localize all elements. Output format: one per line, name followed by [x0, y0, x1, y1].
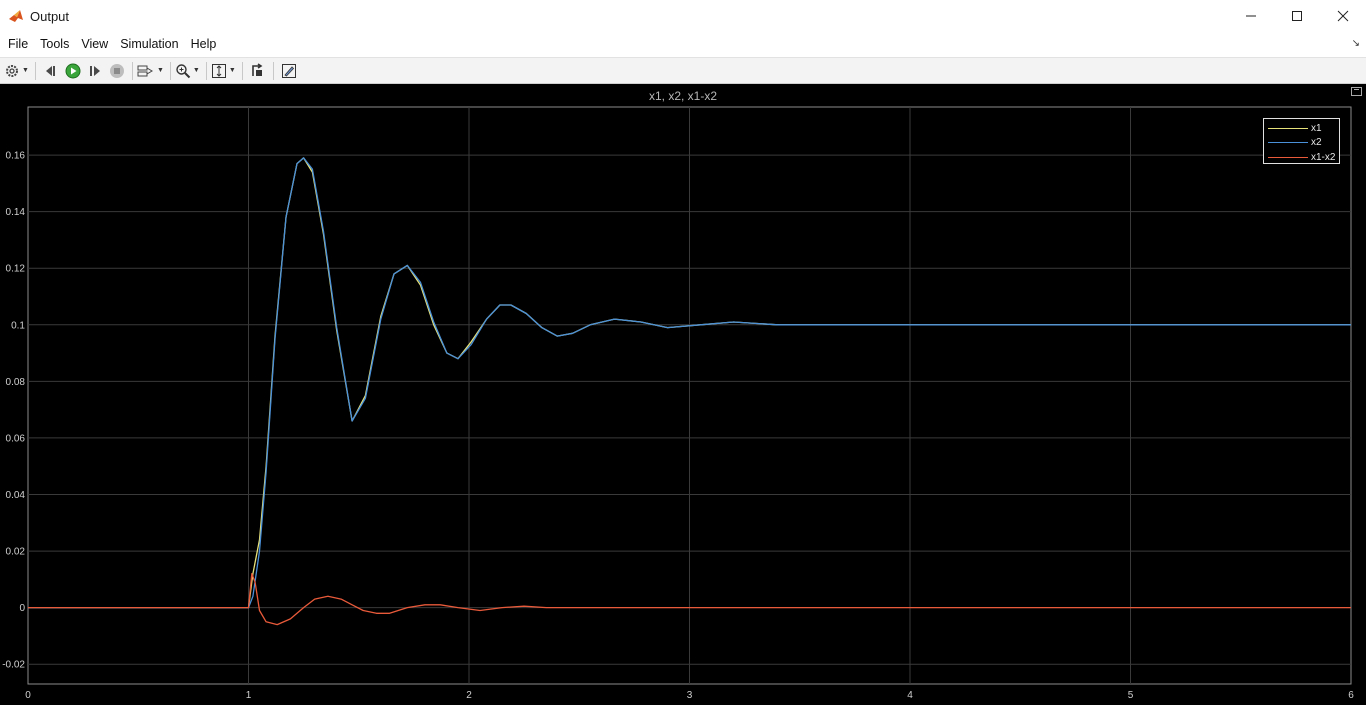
plot-title: x1, x2, x1-x2 — [648, 89, 718, 103]
y-tick-labels: -0.02 0 0.02 0.04 0.06 0.08 0.1 0.12 0.14 0.16 — [2, 151, 25, 671]
toolbar-divider — [131, 61, 133, 80]
close-button[interactable] — [1320, 0, 1366, 32]
menu-tools[interactable]: Tools — [40, 37, 70, 51]
fit-to-view-button[interactable]: ▼ — [211, 60, 238, 82]
legend-swatch-x1-x2 — [1268, 156, 1308, 158]
x-tick-label: 1 — [246, 690, 252, 701]
fit-icon — [211, 63, 226, 78]
x-tick-label: 5 — [1128, 690, 1134, 701]
y-tick-label: 0.12 — [6, 264, 26, 275]
y-tick-label: 0.14 — [6, 207, 26, 218]
zoom-icon — [176, 63, 191, 78]
maximize-button[interactable] — [1274, 0, 1320, 32]
style-icon — [281, 63, 296, 78]
legend-label-x1-x2: x1-x2 — [1311, 151, 1336, 163]
legend-item-x2: x2 — [1264, 136, 1339, 151]
style-button[interactable] — [278, 60, 300, 82]
x-tick-label: 2 — [466, 690, 472, 701]
y-tick-label: 0.02 — [6, 547, 26, 558]
window-title: Output — [30, 8, 70, 24]
toolbar-divider — [241, 61, 243, 80]
y-tick-label: 0.06 — [6, 433, 26, 444]
zoom-button[interactable]: ▼ — [175, 60, 202, 82]
toolbar-divider — [169, 61, 171, 80]
stop-icon — [109, 63, 124, 78]
undock-icon[interactable]: ↘ — [1351, 38, 1360, 49]
x-tick-label: 3 — [687, 690, 693, 701]
series-line-x2 — [28, 157, 1351, 609]
series-line-x1-x2 — [28, 573, 1351, 626]
legend-item-x1-x2: x1-x2 — [1264, 150, 1339, 165]
highlight-block-button[interactable] — [247, 60, 269, 82]
legend[interactable]: x1 x2 x1-x2 — [1263, 118, 1340, 164]
legend-label-x1: x1 — [1311, 122, 1322, 134]
grid-lines — [28, 107, 1351, 684]
series-lines — [28, 157, 1351, 626]
axes-toggle-icon[interactable] — [1351, 87, 1362, 96]
matlab-logo-icon — [9, 10, 23, 22]
x-tick-label: 0 — [25, 690, 31, 701]
title-bar: Output — [0, 0, 1366, 32]
stop-button[interactable] — [106, 60, 128, 82]
toolbar-divider — [272, 61, 274, 80]
run-button[interactable] — [62, 60, 84, 82]
legend-swatch-x1 — [1268, 127, 1308, 129]
x-tick-label: 4 — [907, 690, 913, 701]
legend-label-x2: x2 — [1311, 137, 1322, 149]
toolbar-divider — [34, 61, 36, 80]
gear-icon — [6, 64, 18, 77]
step-back-button[interactable] — [40, 60, 62, 82]
minimize-button[interactable] — [1228, 0, 1274, 32]
maximize-icon — [1292, 11, 1302, 21]
signal-select-icon — [137, 65, 153, 76]
close-icon — [1337, 10, 1349, 22]
y-tick-label: 0.1 — [11, 320, 25, 331]
step-back-icon — [45, 65, 55, 76]
menu-bar: File Tools View Simulation Help ↘ — [0, 32, 1366, 57]
x-tick-labels: 0 1 2 3 4 5 6 — [25, 690, 1354, 701]
menu-file[interactable]: File — [8, 37, 29, 51]
highlight-icon — [251, 62, 263, 76]
menu-view[interactable]: View — [81, 37, 109, 51]
chevron-down-icon: ▼ — [228, 67, 236, 74]
menu-help[interactable]: Help — [190, 37, 217, 51]
run-icon — [65, 63, 81, 78]
step-forward-icon — [89, 65, 100, 76]
y-tick-label: 0.08 — [6, 377, 26, 388]
chevron-down-icon: ▼ — [156, 67, 164, 74]
toolbar: ▼ ▼ ▼ — [0, 57, 1366, 84]
y-tick-label: 0.16 — [6, 151, 26, 162]
y-tick-label: -0.02 — [2, 660, 25, 671]
minimize-icon — [1246, 15, 1256, 17]
y-tick-label: 0 — [19, 603, 25, 614]
chevron-down-icon: ▼ — [22, 67, 29, 74]
y-tick-label: 0.04 — [6, 490, 26, 501]
menu-simulation[interactable]: Simulation — [120, 37, 179, 51]
toolbar-divider — [205, 61, 207, 80]
step-forward-button[interactable] — [84, 60, 106, 82]
legend-swatch-x2 — [1268, 142, 1308, 144]
legend-item-x1: x1 — [1264, 121, 1339, 136]
settings-button[interactable]: ▼ — [4, 60, 31, 82]
line-chart[interactable]: 0 1 2 3 4 5 6 -0.02 0 0.02 0.04 0.06 0.08 0.1 0.12 0.1… — [0, 85, 1366, 705]
chevron-down-icon: ▼ — [192, 67, 200, 74]
signal-select-button[interactable]: ▼ — [137, 60, 166, 82]
x-tick-label: 6 — [1348, 690, 1354, 701]
scope-plot-area[interactable]: x1, x2, x1-x2 0 1 2 3 4 5 6 -0.02 0 0.02 0.04 0.06… — [0, 85, 1366, 705]
